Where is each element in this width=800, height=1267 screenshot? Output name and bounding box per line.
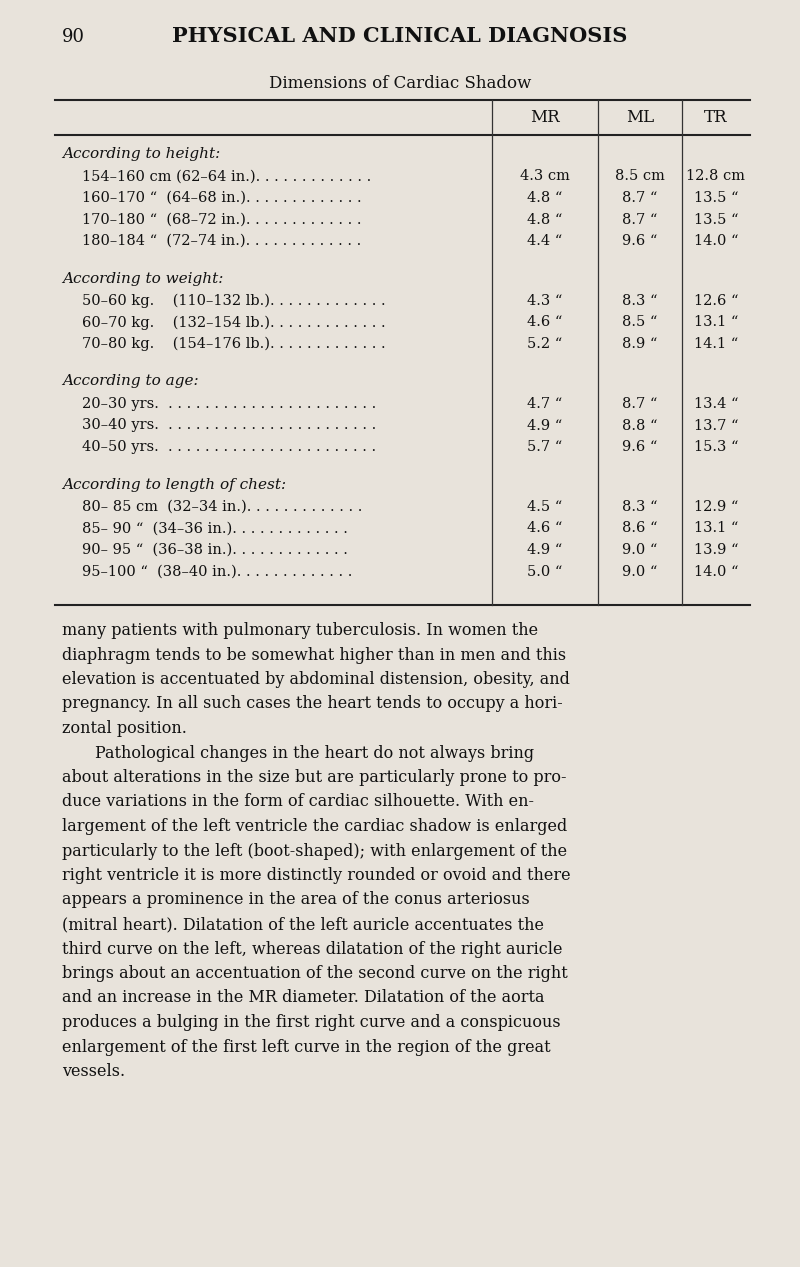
Text: According to age:: According to age: (62, 375, 198, 389)
Text: (mitral heart). Dilatation of the left auricle accentuates the: (mitral heart). Dilatation of the left a… (62, 916, 544, 933)
Text: 14.0 “: 14.0 “ (694, 234, 738, 248)
Text: 9.6 “: 9.6 “ (622, 440, 658, 454)
Text: 4.3 “: 4.3 “ (527, 294, 562, 308)
Text: 12.9 “: 12.9 “ (694, 500, 738, 514)
Text: 8.9 “: 8.9 “ (622, 337, 658, 351)
Text: 4.8 “: 4.8 “ (527, 191, 562, 205)
Text: 5.7 “: 5.7 “ (527, 440, 562, 454)
Text: Pathological changes in the heart do not always bring: Pathological changes in the heart do not… (95, 745, 534, 761)
Text: elevation is accentuated by abdominal distension, obesity, and: elevation is accentuated by abdominal di… (62, 672, 570, 688)
Text: 70–80 kg.    (154–176 lb.). . . . . . . . . . . . .: 70–80 kg. (154–176 lb.). . . . . . . . .… (82, 337, 386, 351)
Text: 12.8 cm: 12.8 cm (686, 170, 746, 184)
Text: 8.8 “: 8.8 “ (622, 418, 658, 432)
Text: largement of the left ventricle the cardiac shadow is enlarged: largement of the left ventricle the card… (62, 818, 567, 835)
Text: 90: 90 (62, 28, 85, 46)
Text: brings about an accentuation of the second curve on the right: brings about an accentuation of the seco… (62, 965, 568, 982)
Text: 4.6 “: 4.6 “ (527, 315, 562, 329)
Text: ML: ML (626, 109, 654, 125)
Text: 9.6 “: 9.6 “ (622, 234, 658, 248)
Text: 4.9 “: 4.9 “ (527, 544, 562, 557)
Text: According to height:: According to height: (62, 147, 220, 161)
Text: right ventricle it is more distinctly rounded or ovoid and there: right ventricle it is more distinctly ro… (62, 867, 570, 884)
Text: 13.4 “: 13.4 “ (694, 397, 738, 411)
Text: 95–100 “  (38–40 in.). . . . . . . . . . . . .: 95–100 “ (38–40 in.). . . . . . . . . . … (82, 565, 352, 579)
Text: 13.9 “: 13.9 “ (694, 544, 738, 557)
Text: diaphragm tends to be somewhat higher than in men and this: diaphragm tends to be somewhat higher th… (62, 646, 566, 664)
Text: 85– 90 “  (34–36 in.). . . . . . . . . . . . .: 85– 90 “ (34–36 in.). . . . . . . . . . … (82, 522, 348, 536)
Text: 13.5 “: 13.5 “ (694, 191, 738, 205)
Text: 8.5 cm: 8.5 cm (615, 170, 665, 184)
Text: particularly to the left (boot-shaped); with enlargement of the: particularly to the left (boot-shaped); … (62, 843, 567, 859)
Text: produces a bulging in the first right curve and a conspicuous: produces a bulging in the first right cu… (62, 1014, 561, 1031)
Text: 20–30 yrs.  . . . . . . . . . . . . . . . . . . . . . . .: 20–30 yrs. . . . . . . . . . . . . . . .… (82, 397, 376, 411)
Text: 4.9 “: 4.9 “ (527, 418, 562, 432)
Text: third curve on the left, whereas dilatation of the right auricle: third curve on the left, whereas dilatat… (62, 940, 562, 958)
Text: 180–184 “  (72–74 in.). . . . . . . . . . . . .: 180–184 “ (72–74 in.). . . . . . . . . .… (82, 234, 362, 248)
Text: 170–180 “  (68–72 in.). . . . . . . . . . . . .: 170–180 “ (68–72 in.). . . . . . . . . .… (82, 213, 362, 227)
Text: pregnancy. In all such cases the heart tends to occupy a hori-: pregnancy. In all such cases the heart t… (62, 696, 562, 712)
Text: 4.3 cm: 4.3 cm (520, 170, 570, 184)
Text: 5.0 “: 5.0 “ (527, 565, 562, 579)
Text: 12.6 “: 12.6 “ (694, 294, 738, 308)
Text: 4.8 “: 4.8 “ (527, 213, 562, 227)
Text: duce variations in the form of cardiac silhouette. With en-: duce variations in the form of cardiac s… (62, 793, 534, 811)
Text: appears a prominence in the area of the conus arteriosus: appears a prominence in the area of the … (62, 892, 530, 908)
Text: 4.6 “: 4.6 “ (527, 522, 562, 536)
Text: 8.3 “: 8.3 “ (622, 294, 658, 308)
Text: enlargement of the first left curve in the region of the great: enlargement of the first left curve in t… (62, 1039, 550, 1055)
Text: PHYSICAL AND CLINICAL DIAGNOSIS: PHYSICAL AND CLINICAL DIAGNOSIS (172, 27, 628, 46)
Text: zontal position.: zontal position. (62, 720, 187, 737)
Text: 40–50 yrs.  . . . . . . . . . . . . . . . . . . . . . . .: 40–50 yrs. . . . . . . . . . . . . . . .… (82, 440, 376, 454)
Text: 8.6 “: 8.6 “ (622, 522, 658, 536)
Text: 13.1 “: 13.1 “ (694, 315, 738, 329)
Text: 8.3 “: 8.3 “ (622, 500, 658, 514)
Text: Dimensions of Cardiac Shadow: Dimensions of Cardiac Shadow (269, 75, 531, 92)
Text: 13.5 “: 13.5 “ (694, 213, 738, 227)
Text: 50–60 kg.    (110–132 lb.). . . . . . . . . . . . .: 50–60 kg. (110–132 lb.). . . . . . . . .… (82, 294, 386, 308)
Text: 4.7 “: 4.7 “ (527, 397, 562, 411)
Text: TR: TR (704, 109, 728, 125)
Text: According to weight:: According to weight: (62, 271, 223, 285)
Text: 30–40 yrs.  . . . . . . . . . . . . . . . . . . . . . . .: 30–40 yrs. . . . . . . . . . . . . . . .… (82, 418, 376, 432)
Text: 8.7 “: 8.7 “ (622, 213, 658, 227)
Text: 5.2 “: 5.2 “ (527, 337, 562, 351)
Text: about alterations in the size but are particularly prone to pro-: about alterations in the size but are pa… (62, 769, 566, 786)
Text: 13.1 “: 13.1 “ (694, 522, 738, 536)
Text: 160–170 “  (64–68 in.). . . . . . . . . . . . .: 160–170 “ (64–68 in.). . . . . . . . . .… (82, 191, 362, 205)
Text: 60–70 kg.    (132–154 lb.). . . . . . . . . . . . .: 60–70 kg. (132–154 lb.). . . . . . . . .… (82, 315, 386, 329)
Text: According to length of chest:: According to length of chest: (62, 478, 286, 492)
Text: 9.0 “: 9.0 “ (622, 565, 658, 579)
Text: MR: MR (530, 109, 560, 125)
Text: many patients with pulmonary tuberculosis. In women the: many patients with pulmonary tuberculosi… (62, 622, 538, 639)
Text: 8.5 “: 8.5 “ (622, 315, 658, 329)
Text: and an increase in the MR diameter. Dilatation of the aorta: and an increase in the MR diameter. Dila… (62, 990, 545, 1006)
Text: 4.5 “: 4.5 “ (527, 500, 562, 514)
Text: 14.1 “: 14.1 “ (694, 337, 738, 351)
Text: 13.7 “: 13.7 “ (694, 418, 738, 432)
Text: 154–160 cm (62–64 in.). . . . . . . . . . . . .: 154–160 cm (62–64 in.). . . . . . . . . … (82, 170, 371, 184)
Text: 8.7 “: 8.7 “ (622, 191, 658, 205)
Text: 4.4 “: 4.4 “ (527, 234, 562, 248)
Text: 8.7 “: 8.7 “ (622, 397, 658, 411)
Text: 9.0 “: 9.0 “ (622, 544, 658, 557)
Text: 15.3 “: 15.3 “ (694, 440, 738, 454)
Text: vessels.: vessels. (62, 1063, 125, 1079)
Text: 90– 95 “  (36–38 in.). . . . . . . . . . . . .: 90– 95 “ (36–38 in.). . . . . . . . . . … (82, 544, 348, 557)
Text: 80– 85 cm  (32–34 in.). . . . . . . . . . . . .: 80– 85 cm (32–34 in.). . . . . . . . . .… (82, 500, 362, 514)
Text: 14.0 “: 14.0 “ (694, 565, 738, 579)
